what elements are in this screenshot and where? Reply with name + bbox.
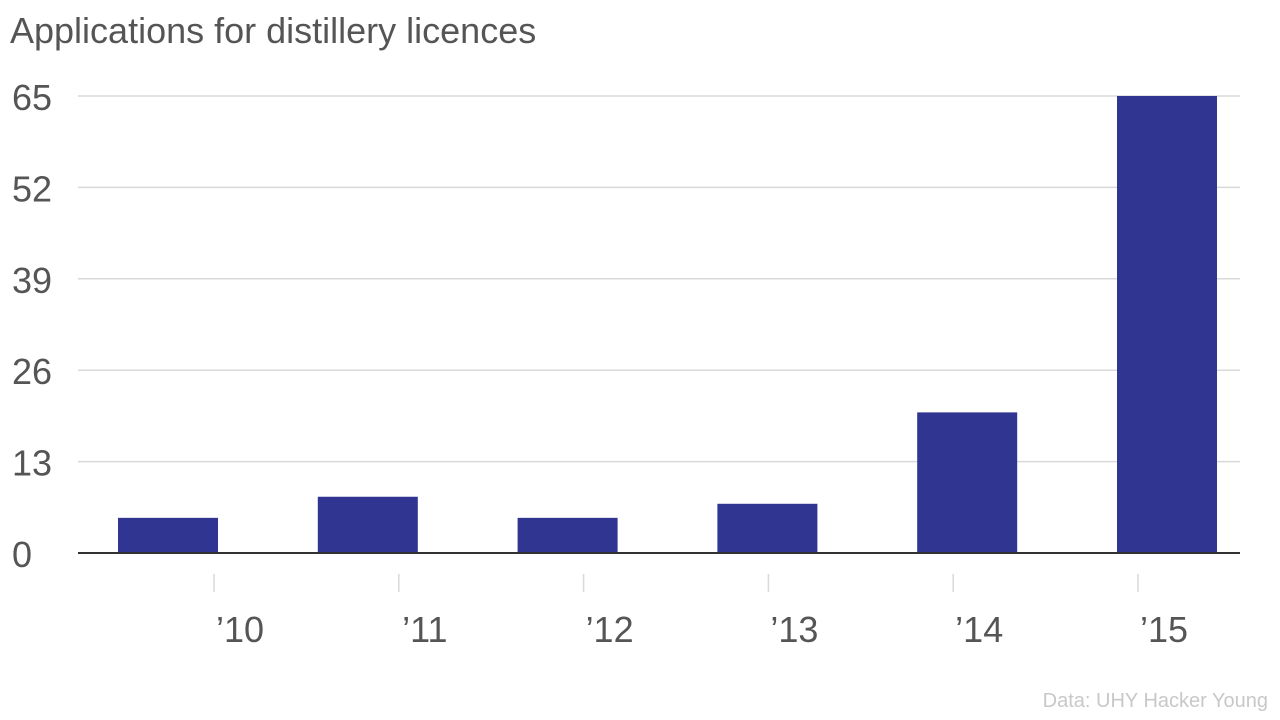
y-tick-label: 39 [12, 260, 52, 301]
bar [317, 496, 418, 553]
bar [1117, 96, 1217, 553]
y-tick-label: 65 [12, 77, 52, 118]
data-source-note: Data: UHY Hacker Young [1042, 690, 1268, 712]
bar [118, 517, 218, 553]
x-tick-label: ’14 [955, 609, 1003, 650]
x-tick-label: ’11 [402, 609, 447, 650]
bar [517, 517, 618, 553]
bar [717, 503, 818, 553]
chart-title: Applications for distillery licences [10, 10, 537, 51]
x-tick-label: ’15 [1140, 609, 1188, 650]
y-tick-label: 26 [12, 351, 52, 392]
x-tick-label: ’10 [216, 609, 264, 650]
y-tick-label: 13 [12, 443, 52, 484]
bars [118, 96, 1217, 553]
y-axis-ticks: 0 13 26 39 52 65 [12, 77, 52, 575]
gridlines [78, 95, 1240, 463]
y-tick-label: 0 [12, 534, 32, 575]
bar [917, 412, 1018, 553]
x-tick-label: ’12 [586, 609, 634, 650]
y-tick-label: 52 [12, 168, 52, 209]
x-tick-label: ’13 [770, 609, 818, 650]
x-axis-ticks: ’10 ’11 ’12 ’13 ’14 ’15 [213, 574, 1188, 650]
